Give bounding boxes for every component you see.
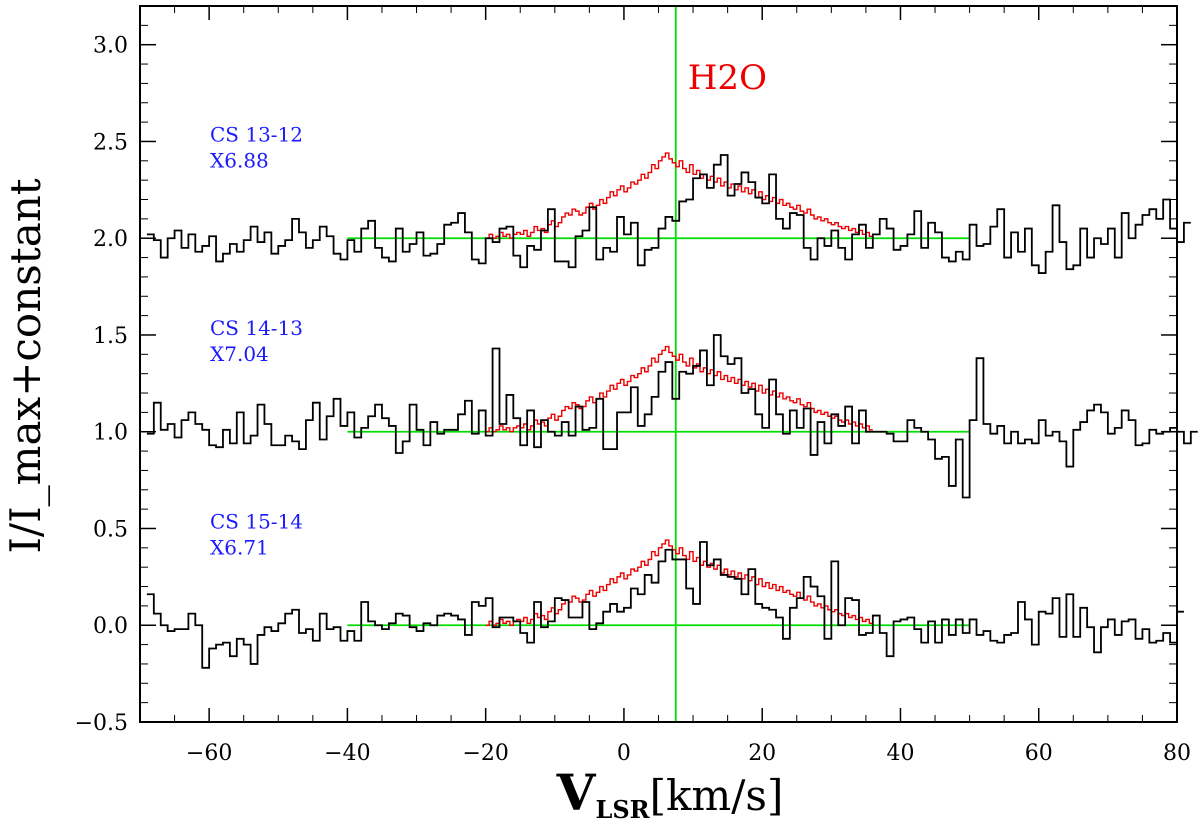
baseline-lines	[347, 6, 970, 722]
x-tick-label: 80	[1163, 741, 1191, 766]
x-tick-label: 40	[886, 741, 914, 766]
x-tick-label: −40	[324, 741, 370, 766]
x-axis-label: VLSR[km/s]	[556, 763, 784, 824]
cs-series-cs-15-14	[146, 541, 1184, 669]
x-tick-label: −20	[462, 741, 508, 766]
series-label-cs-15-14: CS 15-14	[210, 509, 303, 533]
cs-series-cs-14-13	[146, 334, 1198, 499]
series-lines	[146, 152, 1198, 669]
h2o-series-cs-14-13	[485, 345, 873, 433]
series-scale-cs-13-12: X6.88	[210, 148, 269, 172]
y-axis-label: I/I_max+constant	[1, 178, 50, 553]
h2o-series-cs-13-12	[485, 152, 873, 239]
x-tick-label: 60	[1025, 741, 1053, 766]
series-scale-cs-15-14: X6.71	[210, 535, 269, 559]
x-axis-label-main: V	[556, 763, 597, 822]
x-axis-label-unit: [km/s]	[650, 771, 784, 820]
axes	[139, 5, 1178, 723]
x-axis-label-sub: LSR	[595, 795, 650, 824]
series-label-cs-14-13: CS 14-13	[210, 316, 303, 340]
cs-series-cs-13-12	[146, 154, 1191, 274]
y-tick-label: 1.0	[93, 421, 128, 446]
y-tick-label: 0.0	[93, 614, 128, 639]
h2o-series-cs-15-14	[485, 539, 873, 626]
series-scale-cs-14-13: X7.04	[210, 342, 269, 366]
y-tick-label: −0.5	[75, 711, 128, 736]
y-tick-label: 2.5	[93, 130, 128, 155]
y-tick-label: 2.0	[93, 227, 128, 252]
series-label-cs-13-12: CS 13-12	[210, 122, 303, 146]
plot-frame	[139, 5, 1178, 723]
h2o-line-label: H2O	[688, 58, 767, 98]
x-tick-label: 0	[617, 741, 631, 766]
labels: −60 −40 −20 0 20 40 60 80 −0.5 0.0 0.5 1.0 1.5 2.0 2.5…	[75, 34, 1191, 766]
y-tick-label: 0.5	[93, 517, 128, 542]
y-tick-label: 1.5	[93, 324, 128, 349]
x-tick-label: −60	[186, 741, 232, 766]
x-tick-label: 20	[748, 741, 776, 766]
y-tick-label: 3.0	[93, 34, 128, 59]
